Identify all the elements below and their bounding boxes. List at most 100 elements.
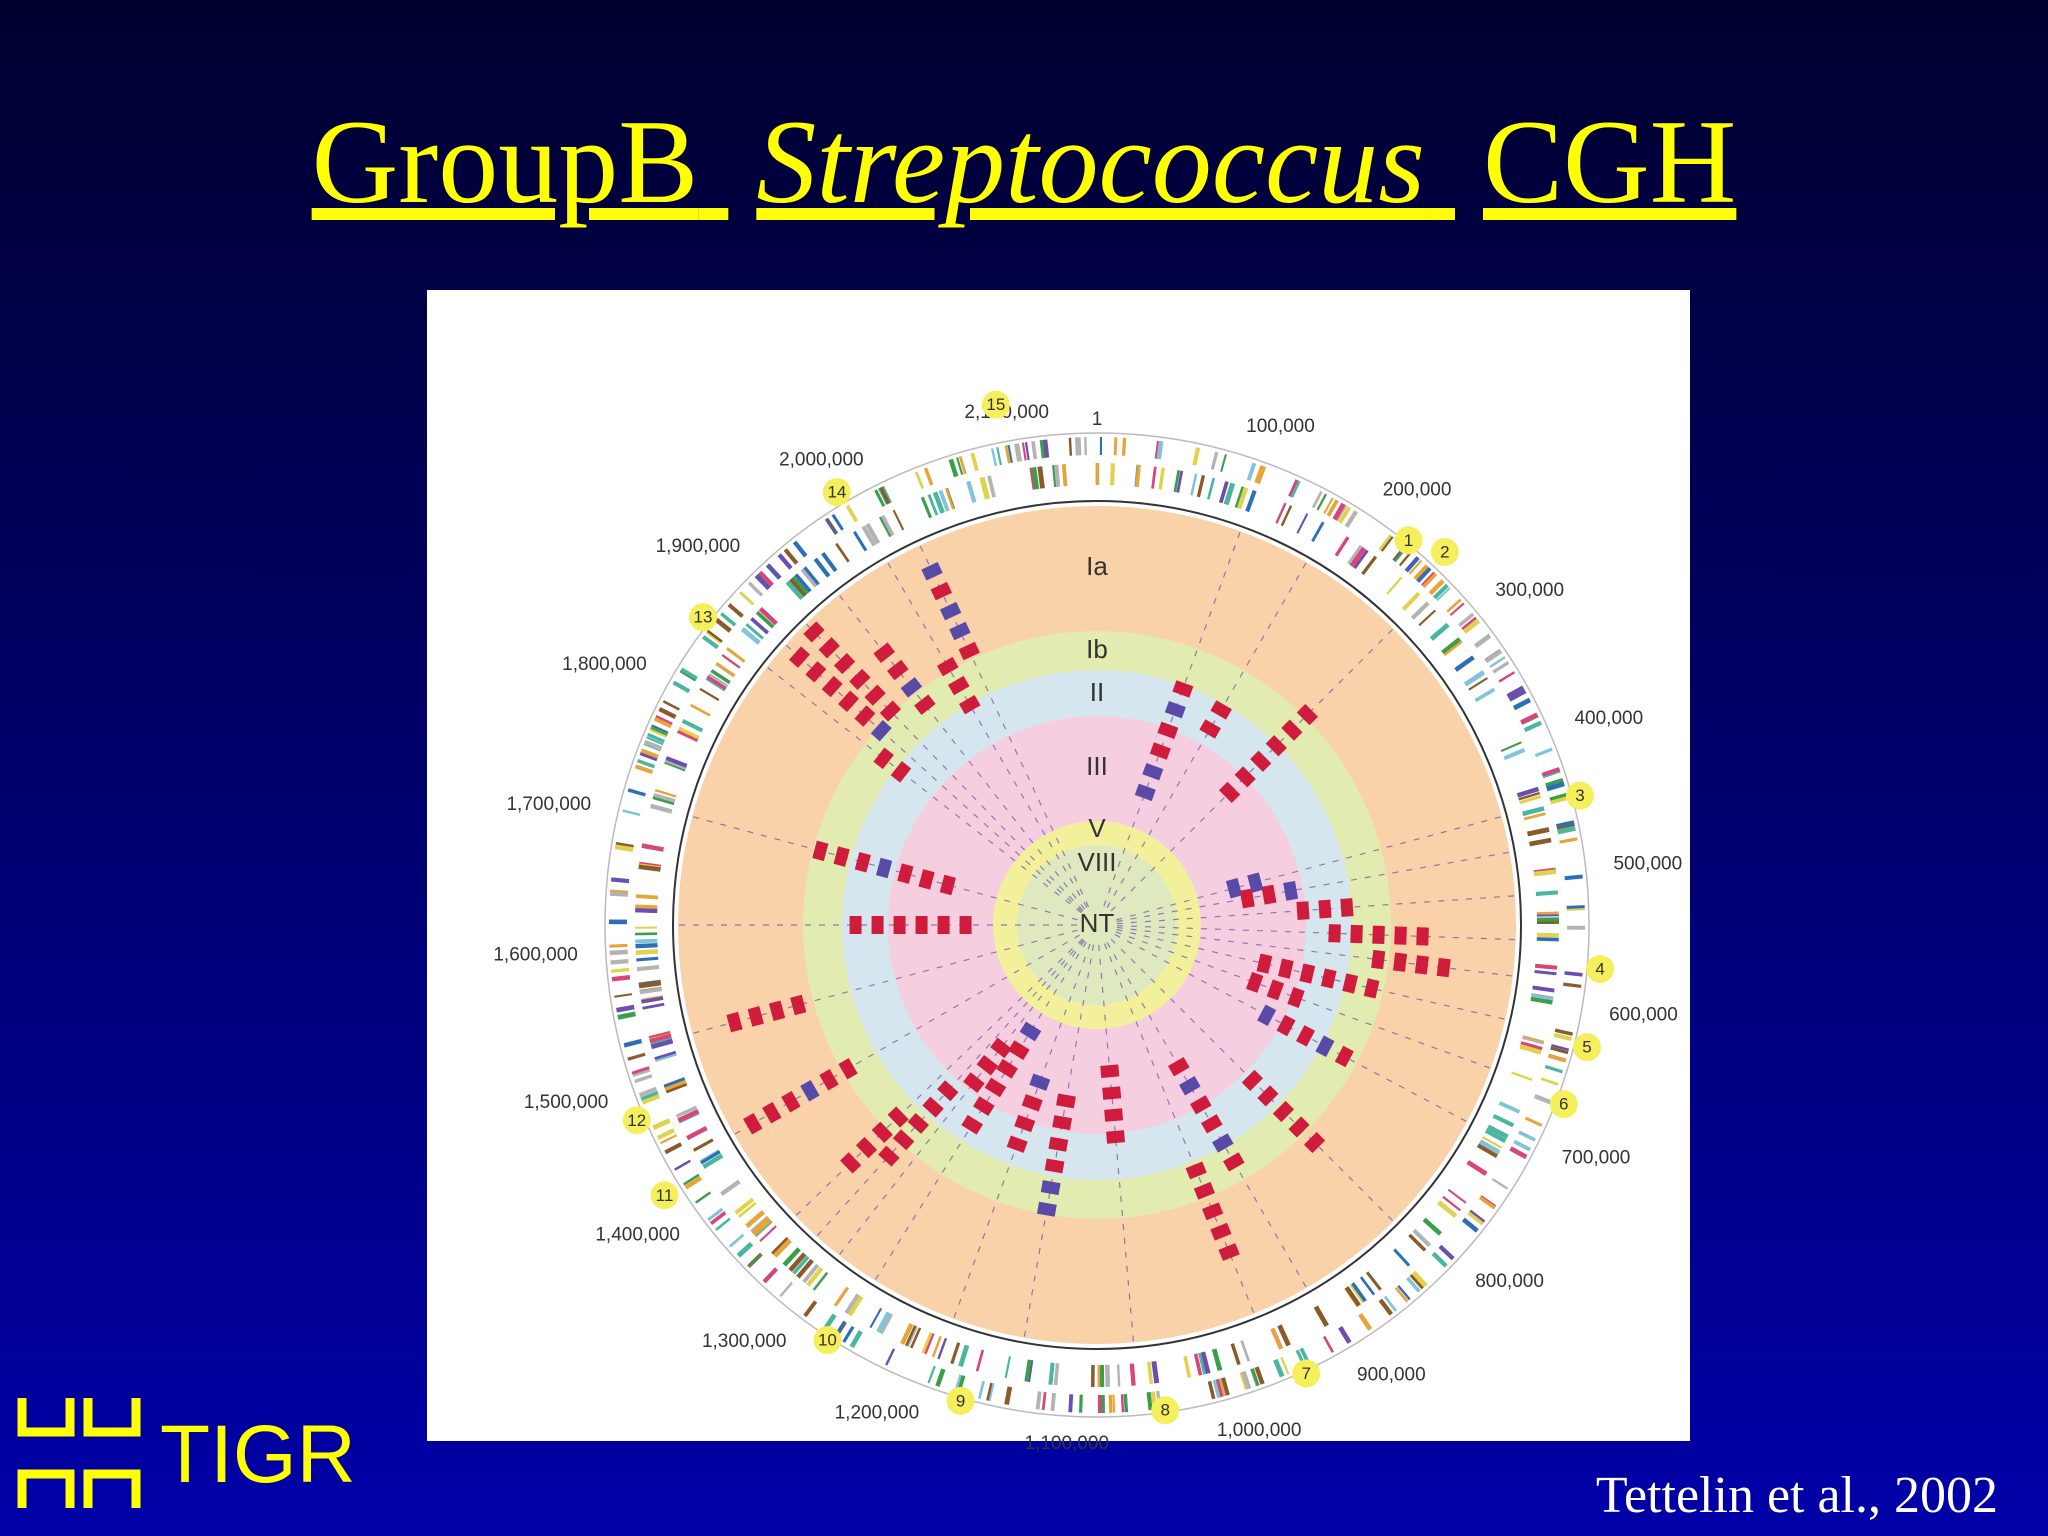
- variation-block: [873, 642, 896, 663]
- gene-tick: [1245, 490, 1257, 513]
- ring-label: NT: [1080, 908, 1115, 938]
- gene-tick: [771, 1236, 790, 1256]
- gene-tick: [1523, 812, 1546, 821]
- variation-block: [1225, 878, 1243, 899]
- variation-block: [1394, 926, 1407, 945]
- variation-block: [812, 840, 829, 862]
- gene-tick: [1353, 549, 1369, 570]
- logo-mark: [34, 1469, 75, 1508]
- spoke: [1103, 531, 1241, 907]
- region-badge: [1586, 955, 1615, 984]
- gene-tick: [1054, 464, 1061, 487]
- gene-tick: [679, 669, 697, 682]
- gene-tick: [1323, 497, 1334, 515]
- gene-tick: [1449, 602, 1465, 616]
- variation-block: [887, 659, 909, 681]
- gene-tick: [1410, 601, 1430, 620]
- variation-block: [821, 675, 843, 698]
- gene-tick: [1500, 741, 1522, 752]
- gene-tick: [650, 726, 668, 736]
- gene-tick: [1123, 1394, 1129, 1413]
- gene-tick: [874, 489, 886, 507]
- gene-tick: [1550, 796, 1569, 805]
- position-label: 1,800,000: [562, 654, 647, 675]
- variation-block: [907, 1112, 930, 1134]
- position-label: 400,000: [1574, 708, 1643, 729]
- gene-tick: [1048, 1362, 1055, 1385]
- variation-block: [1008, 1040, 1030, 1060]
- region-badge: [1565, 781, 1594, 810]
- position-label: 100,000: [1246, 416, 1315, 437]
- position-label: 1,400,000: [595, 1225, 680, 1246]
- variation-block: [900, 677, 923, 698]
- variation-block: [1295, 1025, 1316, 1047]
- gene-tick: [706, 629, 723, 643]
- region-number: 14: [827, 483, 846, 502]
- gene-tick: [1478, 1196, 1496, 1210]
- gene-tick: [1223, 482, 1236, 506]
- gene-tick: [1158, 467, 1165, 490]
- gene-tick: [680, 667, 698, 680]
- gene-tick: [800, 567, 819, 588]
- position-label: 1,500,000: [524, 1092, 609, 1113]
- gene-tick: [1311, 521, 1325, 543]
- gene-tick: [1014, 443, 1023, 462]
- gene-tick: [655, 1053, 677, 1062]
- gene-tick: [783, 548, 799, 565]
- variation-block: [875, 857, 893, 879]
- gene-tick: [715, 1217, 731, 1231]
- gene-tick: [1068, 437, 1073, 456]
- region-number: 2: [1440, 543, 1449, 562]
- gene-tick: [1519, 794, 1542, 805]
- region-number: 8: [1160, 1401, 1169, 1420]
- region-badge: [1292, 1359, 1321, 1388]
- variation-block: [1044, 1158, 1065, 1174]
- gene-tick: [1288, 479, 1299, 498]
- gene-tick: [785, 580, 804, 601]
- gene-tick: [779, 1281, 793, 1298]
- gene-tick: [726, 647, 746, 663]
- variation-block: [838, 1057, 858, 1080]
- gene-tick: [1027, 1360, 1034, 1383]
- gene-tick: [885, 1348, 896, 1366]
- gene-tick: [1447, 1188, 1467, 1204]
- variation-block: [1261, 884, 1277, 905]
- outer-circle: [604, 432, 1590, 1418]
- gene-tick: [1053, 1363, 1060, 1386]
- gene-tick: [791, 575, 809, 595]
- gene-tick: [825, 518, 838, 535]
- gene-tick: [772, 1238, 792, 1258]
- variation-block: [976, 1054, 999, 1076]
- variation-block: [849, 668, 871, 690]
- gene-tick: [709, 1211, 727, 1226]
- gene-tick: [635, 938, 658, 944]
- gene-tick: [707, 1207, 724, 1222]
- gene-tick: [1436, 587, 1451, 602]
- region-badge: [813, 1326, 842, 1355]
- gene-tick: [1151, 1360, 1160, 1384]
- variation-block: [873, 747, 894, 770]
- gene-tick: [1518, 1130, 1536, 1142]
- gene-tick: [1359, 1276, 1376, 1296]
- ring-label: V: [1088, 813, 1106, 843]
- gene-tick: [1277, 1324, 1291, 1347]
- spoke: [1106, 561, 1308, 908]
- variation-block: [984, 1077, 1007, 1098]
- gene-tick: [812, 1271, 829, 1291]
- variation-block: [1040, 1180, 1061, 1196]
- variation-block: [726, 1011, 743, 1033]
- gene-tick: [662, 700, 680, 711]
- variation-block: [936, 656, 959, 677]
- variation-block: [921, 561, 943, 581]
- gene-tick: [1492, 1113, 1515, 1128]
- gene-tick: [1039, 439, 1046, 459]
- gene-tick: [1246, 462, 1257, 481]
- variation-block: [871, 916, 884, 934]
- gene-tick: [727, 603, 744, 618]
- region-badge: [981, 390, 1010, 419]
- gene-tick: [1076, 437, 1082, 456]
- gene-tick: [1443, 640, 1463, 657]
- gene-tick: [1412, 1228, 1432, 1248]
- ring-viii: [1017, 845, 1177, 1005]
- variation-block: [1149, 742, 1171, 760]
